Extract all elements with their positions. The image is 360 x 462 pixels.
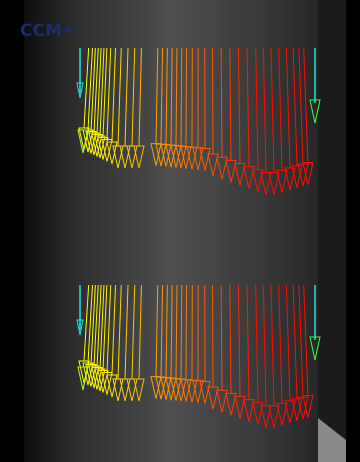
vector-shaft [212, 48, 213, 154]
vector-shaft [186, 48, 187, 147]
page: CCM+ (() => { const data = JSON.parse(do… [0, 0, 360, 462]
scene: CCM+ [0, 0, 360, 462]
side-panel [318, 0, 346, 462]
logo: CCM+ [20, 21, 76, 41]
vector-shaft [212, 285, 213, 387]
vector-shaft [186, 285, 187, 380]
